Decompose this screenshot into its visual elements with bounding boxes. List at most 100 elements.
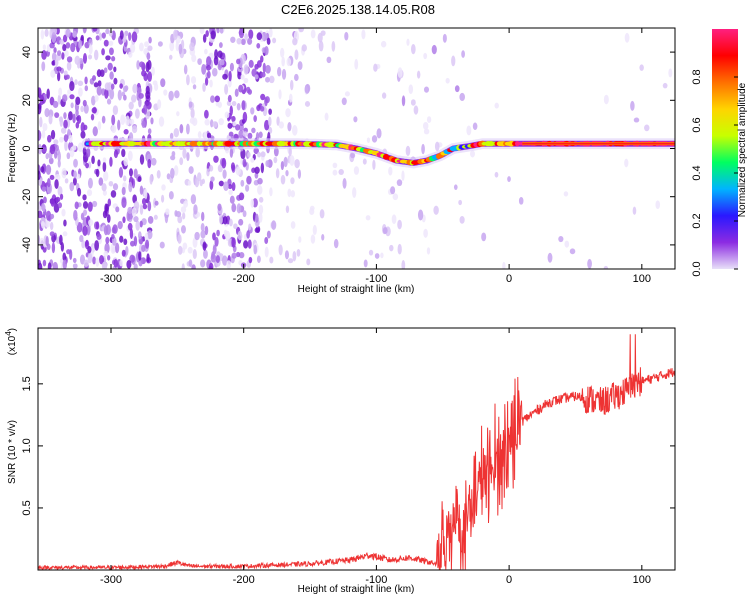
colorbar-tick-label: 0.4 bbox=[691, 165, 703, 180]
noise-speckle bbox=[143, 104, 148, 115]
noise-speckle bbox=[139, 204, 144, 215]
noise-speckle bbox=[200, 223, 205, 232]
noise-speckle bbox=[102, 157, 107, 163]
noise-speckle bbox=[264, 119, 270, 131]
noise-speckle bbox=[171, 151, 176, 157]
noise-speckle bbox=[139, 61, 145, 68]
noise-speckle bbox=[92, 75, 96, 82]
noise-speckle bbox=[119, 30, 124, 40]
noise-speckle bbox=[326, 56, 332, 64]
noise-speckle bbox=[312, 224, 317, 236]
noise-speckle bbox=[57, 202, 63, 209]
noise-speckle bbox=[630, 100, 635, 111]
noise-speckle bbox=[219, 59, 225, 66]
noise-speckle bbox=[102, 190, 107, 196]
noise-speckle bbox=[165, 208, 170, 216]
noise-speckle bbox=[97, 80, 102, 87]
noise-speckle bbox=[111, 124, 117, 134]
noise-speckle bbox=[121, 197, 127, 209]
noise-speckle bbox=[287, 258, 294, 264]
noise-speckle bbox=[139, 42, 144, 52]
noise-speckle bbox=[141, 244, 146, 253]
noise-speckle bbox=[289, 155, 295, 166]
noise-speckle bbox=[94, 49, 99, 61]
noise-speckle bbox=[245, 184, 250, 192]
noise-speckle bbox=[43, 93, 48, 101]
noise-speckle bbox=[256, 43, 261, 49]
noise-speckle bbox=[179, 157, 184, 166]
noise-speckle bbox=[202, 241, 207, 251]
noise-speckle bbox=[90, 113, 95, 121]
noise-speckle bbox=[54, 112, 60, 118]
noise-speckle bbox=[624, 32, 630, 43]
noise-speckle bbox=[260, 71, 266, 78]
bottom-x-axis-label: Height of straight line (km) bbox=[298, 584, 415, 595]
noise-speckle bbox=[191, 264, 196, 269]
noise-speckle bbox=[189, 42, 195, 52]
x-tick-label: -100 bbox=[365, 574, 387, 586]
noise-speckle bbox=[518, 197, 524, 205]
noise-speckle bbox=[86, 189, 93, 197]
noise-speckle bbox=[229, 195, 235, 204]
noise-speckle bbox=[278, 121, 284, 129]
noise-speckle bbox=[153, 214, 158, 220]
noise-speckle bbox=[163, 89, 168, 96]
noise-speckle bbox=[304, 101, 311, 107]
noise-speckle bbox=[397, 243, 402, 255]
bottom-x-ticks: -300 -200 -100 0 100 bbox=[100, 328, 651, 586]
noise-speckle bbox=[338, 169, 344, 176]
noise-speckle bbox=[261, 31, 267, 42]
noise-speckle bbox=[206, 70, 211, 79]
noise-speckle bbox=[176, 111, 180, 117]
noise-speckle bbox=[238, 251, 245, 259]
noise-speckle bbox=[121, 186, 126, 196]
noise-speckle bbox=[256, 104, 261, 112]
noise-speckle bbox=[82, 225, 88, 237]
noise-speckle bbox=[256, 60, 262, 68]
noise-speckle bbox=[64, 140, 68, 152]
noise-speckle bbox=[112, 183, 119, 191]
noise-speckle bbox=[281, 56, 285, 67]
x-tick-label: 100 bbox=[633, 273, 651, 285]
noise-speckle bbox=[138, 251, 142, 261]
noise-speckle bbox=[190, 194, 197, 205]
noise-speckle bbox=[224, 84, 229, 95]
noise-speckle bbox=[105, 55, 111, 61]
noise-speckle bbox=[78, 39, 83, 49]
noise-speckle bbox=[183, 200, 189, 208]
noise-speckle bbox=[169, 41, 175, 52]
noise-speckle bbox=[288, 146, 292, 157]
noise-speckle bbox=[253, 244, 258, 255]
noise-speckle bbox=[109, 71, 114, 80]
noise-speckle bbox=[173, 127, 180, 138]
noise-speckle bbox=[68, 111, 73, 121]
noise-speckle bbox=[118, 167, 124, 178]
noise-speckle bbox=[61, 52, 65, 60]
noise-speckle bbox=[57, 94, 62, 105]
noise-speckle bbox=[481, 232, 487, 242]
noise-speckle bbox=[182, 212, 186, 220]
noise-speckle bbox=[63, 219, 67, 227]
noise-speckle bbox=[63, 112, 67, 120]
noise-speckle bbox=[91, 107, 97, 114]
noise-speckle bbox=[53, 139, 59, 145]
noise-speckle bbox=[103, 250, 109, 257]
noise-speckle bbox=[223, 181, 229, 192]
noise-speckle bbox=[119, 83, 123, 89]
noise-speckle bbox=[423, 86, 430, 93]
top-x-axis-label: Height of straight line (km) bbox=[298, 284, 415, 295]
noise-speckle bbox=[49, 174, 55, 180]
noise-speckle bbox=[202, 33, 207, 43]
noise-speckle bbox=[73, 209, 78, 221]
y-tick-label: 0.5 bbox=[21, 500, 33, 515]
noise-speckle bbox=[41, 221, 45, 229]
noise-speckle bbox=[224, 111, 230, 119]
noise-speckle bbox=[350, 152, 356, 159]
noise-speckle bbox=[266, 37, 271, 45]
noise-speckle bbox=[147, 128, 152, 135]
noise-speckle bbox=[423, 128, 430, 135]
noise-speckle bbox=[218, 180, 224, 187]
noise-speckle bbox=[206, 56, 212, 67]
noise-speckle bbox=[45, 210, 52, 221]
noise-speckle bbox=[380, 40, 387, 48]
